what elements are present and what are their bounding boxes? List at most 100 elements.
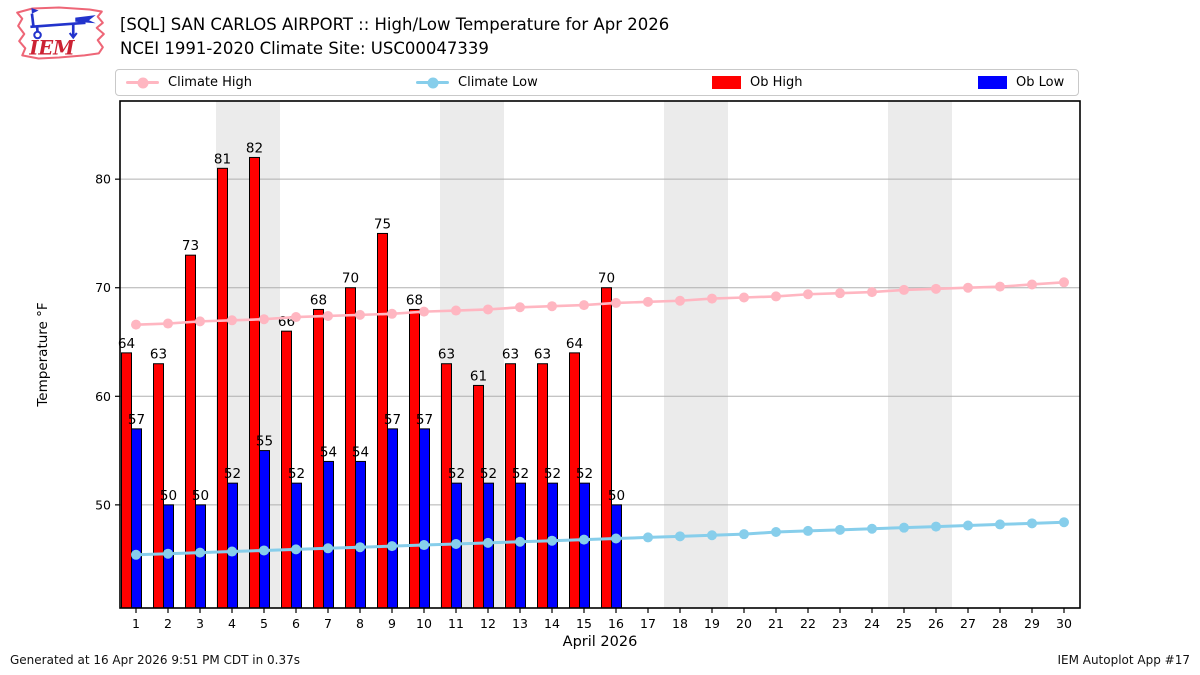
legend-label: Ob High <box>750 75 803 90</box>
climate-low-marker <box>867 523 877 534</box>
legend-label: Climate High <box>168 75 253 90</box>
x-tick-label: 2 <box>164 616 172 631</box>
climate-low-marker <box>355 542 365 553</box>
climate-high-marker <box>643 296 653 307</box>
climate-low-marker <box>835 524 845 535</box>
ob-low-label: 52 <box>544 466 561 482</box>
legend-label: Climate Low <box>458 75 538 90</box>
legend: Climate High Climate Low Ob High Ob Low <box>115 69 1079 96</box>
climate-low-marker <box>579 534 589 545</box>
x-tick-label: 10 <box>416 616 432 631</box>
ob-low-bar <box>387 428 398 609</box>
climate-high-marker <box>131 319 141 330</box>
ob-high-bar <box>601 287 612 609</box>
x-tick-label: 13 <box>512 616 528 631</box>
ob-high-label: 70 <box>342 271 359 287</box>
ob-high-label: 68 <box>310 292 327 308</box>
ob-low-label: 52 <box>480 466 497 482</box>
y-tick-label: 50 <box>95 497 111 512</box>
x-tick-label: 4 <box>228 616 236 631</box>
legend-item-climate-low: Climate Low <box>416 70 538 95</box>
climate-low-marker <box>675 531 685 542</box>
ob-high-label: 63 <box>150 347 167 363</box>
climate-high-marker <box>355 309 365 320</box>
x-tick-label: 24 <box>864 616 880 631</box>
x-tick-label: 28 <box>992 616 1008 631</box>
y-axis-title: Temperature °F <box>35 302 51 407</box>
climate-high-marker <box>963 282 973 293</box>
iem-logo-text: IEM <box>28 36 75 59</box>
ob-high-label: 81 <box>214 151 231 167</box>
ob-low-patch-swatch <box>978 76 1007 89</box>
page-subtitle: NCEI 1991-2020 Climate Site: USC00047339 <box>120 39 489 58</box>
ob-low-label: 57 <box>128 412 145 428</box>
climate-high-marker <box>227 315 237 326</box>
ob-high-label: 61 <box>470 368 487 384</box>
climate-high-marker <box>995 281 1005 292</box>
x-tick-label: 22 <box>800 616 816 631</box>
ob-high-bar <box>185 254 196 609</box>
iem-logo: IEM <box>16 6 105 60</box>
ob-low-label: 55 <box>256 434 273 450</box>
ob-low-label: 54 <box>352 444 369 460</box>
x-tick-label: 19 <box>704 616 720 631</box>
climate-high-marker <box>803 289 813 300</box>
ob-high-label: 70 <box>598 271 615 287</box>
ob-low-label: 52 <box>224 466 241 482</box>
ob-high-label: 75 <box>374 216 391 232</box>
ob-low-bar <box>579 482 590 609</box>
legend-label: Ob Low <box>1016 75 1065 90</box>
climate-low-marker <box>931 521 941 532</box>
ob-low-label: 57 <box>384 412 401 428</box>
climate-low-line <box>135 520 1065 557</box>
x-tick-label: 14 <box>544 616 560 631</box>
climate-high-marker <box>419 306 429 317</box>
ob-low-bar <box>131 428 142 609</box>
x-tick-label: 5 <box>260 616 268 631</box>
climate-high-marker <box>291 312 301 323</box>
climate-low-marker <box>163 548 173 559</box>
x-tick-label: 7 <box>324 616 332 631</box>
climate-low-marker <box>1027 518 1037 529</box>
climate-low-marker <box>323 543 333 554</box>
climate-low-marker <box>131 549 141 560</box>
climate-low-marker-icon <box>427 77 438 88</box>
ob-high-label: 63 <box>438 347 455 363</box>
ob-low-bar <box>323 460 334 609</box>
climate-high-marker <box>707 293 717 304</box>
legend-item-ob-high: Ob High <box>712 70 803 95</box>
climate-low-line-swatch <box>416 77 449 88</box>
climate-low-marker <box>387 541 397 552</box>
ob-high-bar <box>153 363 164 609</box>
ob-high-label: 63 <box>502 347 519 363</box>
climate-low-marker <box>419 540 429 551</box>
climate-high-marker <box>547 301 557 312</box>
ob-low-label: 52 <box>288 466 305 482</box>
ob-high-bar <box>217 167 228 609</box>
climate-low-marker <box>771 527 781 538</box>
x-tick-label: 26 <box>928 616 944 631</box>
climate-low-marker <box>547 535 557 546</box>
climate-low-marker <box>483 537 493 548</box>
climate-high-marker <box>579 300 589 311</box>
ob-high-label: 63 <box>534 347 551 363</box>
ob-high-label: 64 <box>566 336 583 352</box>
generated-timestamp: Generated at 16 Apr 2026 9:51 PM CDT in … <box>10 653 301 667</box>
ob-high-bar <box>537 363 548 609</box>
x-tick-label: 1 <box>132 616 140 631</box>
x-tick-label: 16 <box>608 616 624 631</box>
climate-low-marker <box>995 519 1005 530</box>
climate-high-marker <box>611 297 621 308</box>
ob-low-label: 52 <box>512 466 529 482</box>
ob-low-label: 52 <box>448 466 465 482</box>
y-tick-label: 60 <box>95 389 111 404</box>
climate-low-marker <box>515 536 525 547</box>
climate-high-marker <box>739 292 749 303</box>
climate-low-marker <box>899 522 909 533</box>
x-tick-label: 29 <box>1024 616 1040 631</box>
climate-low-marker <box>803 525 813 536</box>
climate-high-marker <box>771 291 781 302</box>
ob-low-label: 57 <box>416 412 433 428</box>
climate-high-marker <box>867 287 877 298</box>
x-axis-title: April 2026 <box>563 634 638 650</box>
